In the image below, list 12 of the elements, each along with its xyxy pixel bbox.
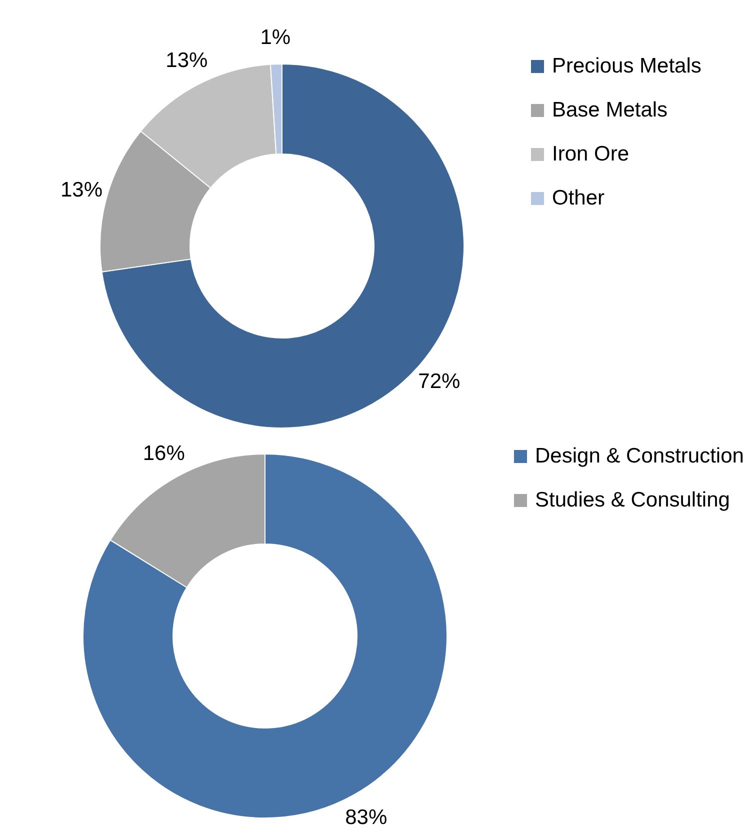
data-label: 13% <box>166 49 208 72</box>
legend-label: Precious Metals <box>552 54 702 78</box>
data-label: 72% <box>418 370 460 394</box>
data-label: 83% <box>345 806 388 829</box>
legend-label: Studies & Consulting <box>535 488 730 512</box>
legend-label: Other <box>552 186 605 210</box>
legend-label: Base Metals <box>552 98 668 122</box>
data-label: 16% <box>142 442 185 466</box>
data-label: 13% <box>60 178 103 202</box>
data-label: 1% <box>260 26 291 50</box>
legend-label: Design & Construction <box>535 444 744 468</box>
legend-label: Iron Ore <box>552 142 630 166</box>
